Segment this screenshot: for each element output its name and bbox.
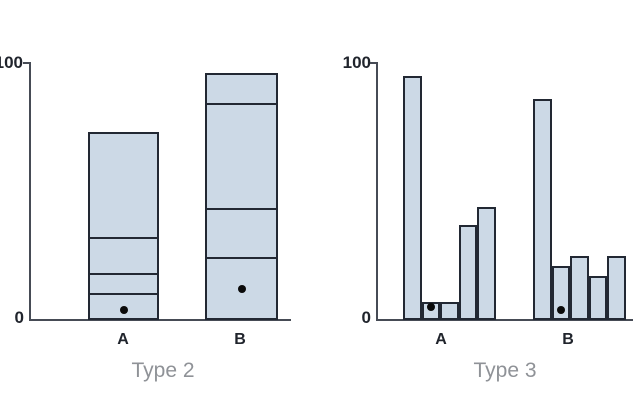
grouped-bar-b-1 — [533, 98, 552, 320]
grouped-bar-b-2 — [551, 266, 570, 320]
grouped-bar-a-5 — [477, 206, 496, 320]
y-axis-tick-100 — [23, 62, 29, 64]
dot-marker — [426, 303, 435, 312]
y-axis-line — [29, 62, 31, 321]
grouped-bar-b-3 — [570, 255, 589, 320]
grouped-bar-a-3 — [440, 302, 459, 320]
stacked-bar-b — [205, 73, 278, 320]
dot-marker — [237, 285, 246, 294]
stacked-bar-a — [88, 132, 159, 320]
y-axis-tick-label-0: 0 — [361, 308, 371, 327]
chart-title-type2: Type 2 — [131, 359, 195, 382]
chart-title-type3: Type 3 — [473, 359, 537, 382]
y-axis-line — [376, 62, 378, 321]
x-category-label-b: B — [562, 331, 574, 348]
grouped-bar-b-4 — [588, 276, 607, 320]
bar-segment-divider — [88, 293, 159, 296]
y-axis-tick-label-100-clipped: 100 — [0, 53, 23, 72]
bar-segment-divider — [88, 236, 159, 239]
x-category-label-a: A — [117, 331, 129, 348]
bar-segment-divider — [205, 257, 278, 260]
grouped-bar-b-5 — [607, 255, 626, 320]
x-axis-line — [29, 319, 291, 321]
grouped-bar-a-4 — [458, 224, 477, 320]
dot-marker — [119, 305, 128, 314]
bar-segment-divider — [88, 272, 159, 275]
y-axis-tick-100 — [370, 62, 376, 64]
x-category-label-a: A — [435, 331, 447, 348]
bar-segment-divider — [205, 103, 278, 106]
x-axis-line — [376, 319, 633, 321]
dot-marker — [556, 305, 565, 314]
y-axis-tick-label-0: 0 — [14, 308, 24, 327]
bar-segment-divider — [205, 208, 278, 211]
x-category-label-b: B — [234, 331, 246, 348]
grouped-bar-a-1 — [403, 75, 422, 320]
y-axis-tick-label-100: 100 — [342, 53, 371, 72]
